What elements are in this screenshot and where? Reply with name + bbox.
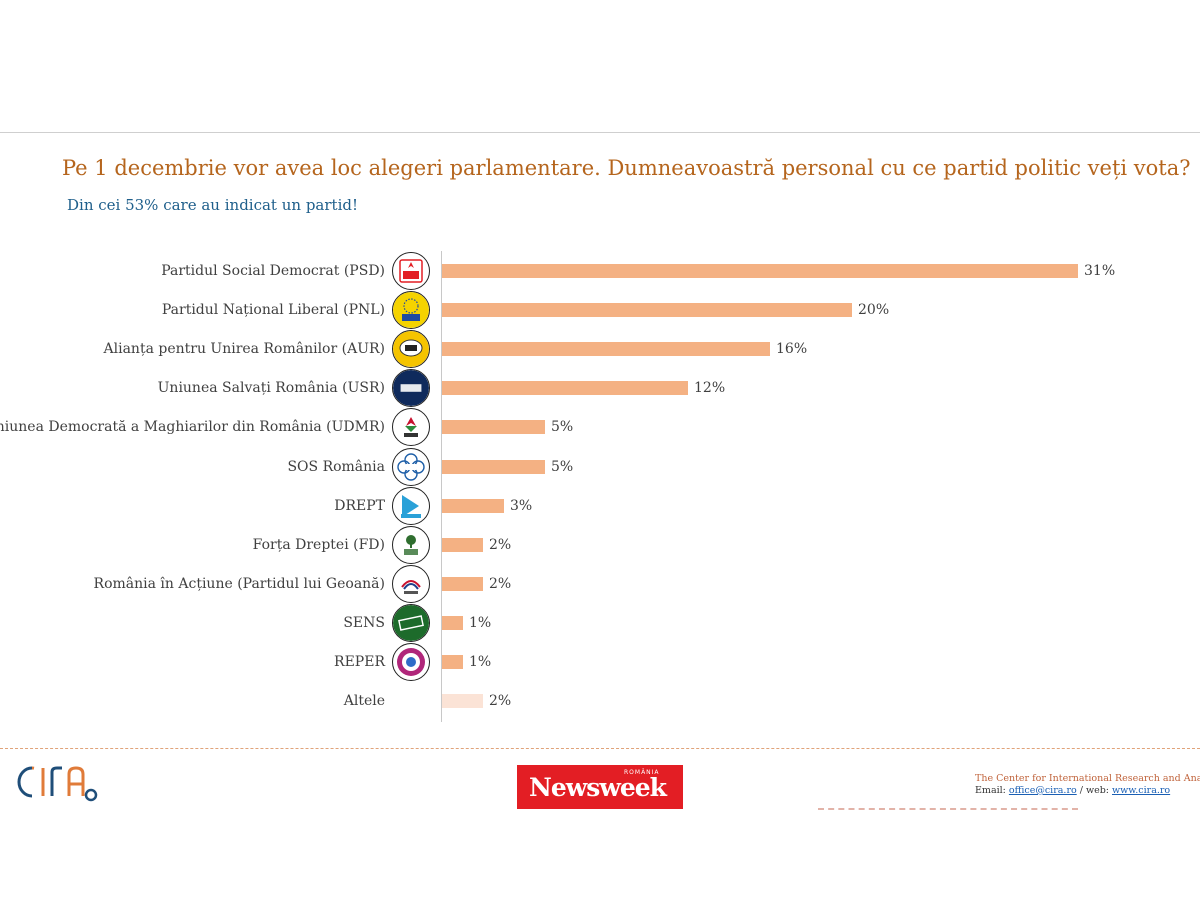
value-label: 5% (551, 458, 574, 475)
value-label: 16% (776, 341, 808, 358)
bar (442, 342, 770, 357)
bar (442, 498, 504, 513)
chart-subtitle: Din cei 53% care au indicat un partid! (67, 196, 358, 214)
value-label: 3% (510, 497, 533, 514)
bar (442, 264, 1078, 278)
bar (442, 303, 852, 318)
contact-line: Email: office@cira.ro / web: www.cira.ro (975, 785, 1170, 796)
category-label: SOS România (287, 458, 385, 475)
category-label: Partidul Național Liberal (PNL) (161, 302, 385, 319)
email-label: Email: (975, 785, 1009, 796)
value-label: 5% (551, 419, 574, 436)
category-label: Altele (343, 693, 385, 710)
bar (442, 420, 545, 435)
organization-name: The Center for International Research an… (975, 773, 1200, 784)
category-label: Partidul Social Democrat (PSD) (161, 263, 385, 279)
web-link[interactable]: www.cira.ro (1112, 785, 1171, 796)
sos-logo (392, 447, 430, 486)
category-label: Uniunea Democrată a Maghiarilor din Româ… (0, 419, 385, 436)
fd-logo (392, 525, 430, 564)
newsweek-logo: ROMÂNIA Newsweek (517, 765, 683, 809)
bar (442, 576, 483, 591)
value-label: 1% (469, 614, 492, 631)
value-label: 20% (858, 302, 890, 319)
footer-divider (0, 748, 1200, 749)
web-label: / web: (1076, 785, 1112, 796)
bar (442, 459, 545, 474)
newsweek-wordmark: Newsweek (529, 773, 667, 802)
reper-logo (392, 643, 430, 681)
chart-title: Pe 1 decembrie vor avea loc alegeri parl… (62, 156, 1191, 180)
category-label: Forța Dreptei (FD) (252, 536, 385, 553)
cira-logo (16, 762, 102, 808)
footer-decoration (818, 808, 1078, 810)
sens-logo (392, 603, 430, 642)
bar (442, 694, 483, 709)
top-divider (0, 132, 1200, 133)
value-label: 12% (694, 380, 726, 397)
pnl-logo (392, 291, 430, 330)
drept-logo (392, 486, 430, 525)
ra-logo (392, 564, 430, 603)
usr-logo (392, 369, 430, 408)
bar (442, 537, 483, 552)
bar (442, 655, 463, 669)
category-label: Alianța pentru Unirea Românilor (AUR) (103, 341, 385, 358)
value-label: 1% (469, 654, 492, 670)
value-label: 2% (489, 575, 512, 592)
value-label: 31% (1084, 263, 1116, 279)
email-link[interactable]: office@cira.ro (1008, 785, 1077, 796)
category-label: România în Acțiune (Partidul lui Geoană) (93, 575, 385, 592)
y-axis-line (441, 251, 442, 722)
category-label: Uniunea Salvați România (USR) (157, 380, 385, 397)
category-label: SENS (343, 614, 385, 631)
bar (442, 615, 463, 630)
value-label: 2% (489, 693, 512, 710)
category-label: DREPT (334, 497, 385, 514)
udmr-logo (392, 408, 430, 447)
aur-logo (392, 330, 430, 369)
newsweek-country: ROMÂNIA (624, 769, 660, 776)
bar (442, 381, 688, 396)
category-label: REPER (334, 654, 385, 670)
psd-logo (392, 252, 430, 290)
value-label: 2% (489, 536, 512, 553)
